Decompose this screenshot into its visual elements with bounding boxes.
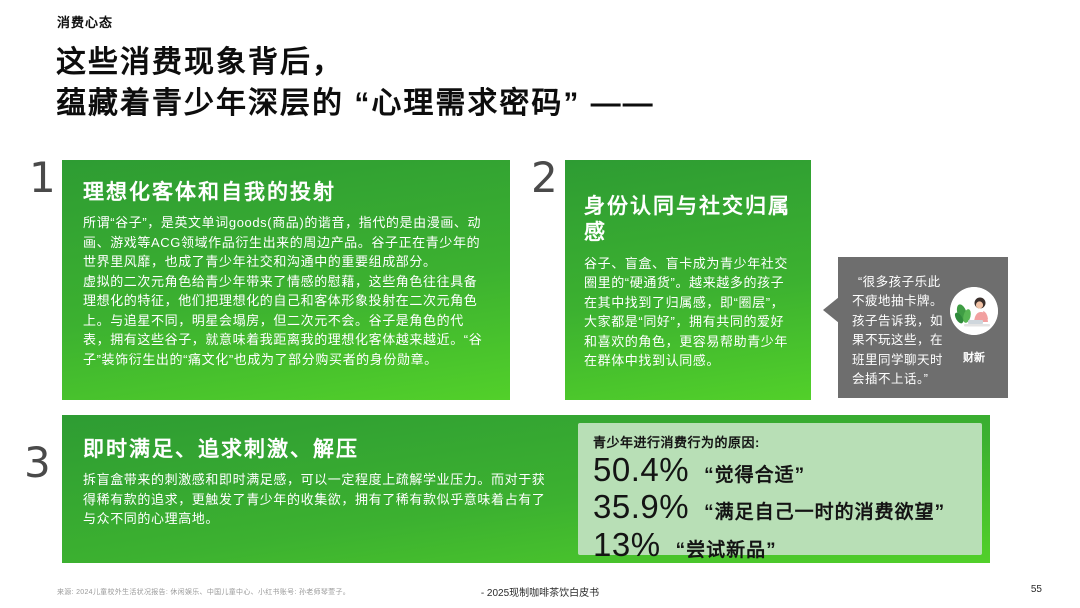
stat-value: 50.4%	[593, 451, 690, 488]
avatar	[950, 287, 998, 335]
page-title: 这些消费现象背后， 蕴藏着青少年深层的 “心理需求密码” ——	[56, 42, 655, 125]
stat-label: “满足自己一时的消费欲望”	[704, 502, 946, 524]
section-number-3: 3	[24, 438, 51, 487]
quote-callout: “很多孩子乐此不疲地抽卡牌。孩子告诉我，如果不玩这些，在班里同学聊天时会插不上话…	[823, 257, 1008, 398]
card-identity-belonging: 身份认同与社交归属感 谷子、盲盒、盲卡成为青少年社交圈里的“硬通货”。越来越多的…	[565, 160, 811, 400]
stats-panel: 青少年进行消费行为的原因: 50.4% “觉得合适” 35.9% “满足自己一时…	[578, 423, 982, 562]
stat-label: “尝试新品”	[675, 539, 777, 561]
speech-tail-icon	[823, 297, 839, 323]
footer-source-note: 来源: 2024儿童校外生活状况报告: 休闲娱乐、中国儿童中心、小红书账号: 孙…	[57, 589, 351, 596]
card-1-body: 所谓“谷子”，是英文单词goods(商品)的谐音，指代的是由漫画、动画、游戏等A…	[83, 213, 490, 369]
card-3-title: 即时满足、追求刺激、解压	[83, 438, 359, 461]
footer-document-title: - 2025现制咖啡茶饮白皮书	[480, 588, 600, 599]
page-title-line2: 蕴藏着青少年深层的 “心理需求密码” ——	[56, 87, 655, 121]
section-number-1: 1	[29, 153, 56, 202]
page-number: 55	[1030, 584, 1042, 595]
stat-value: 13%	[593, 525, 661, 563]
person-at-desk-icon	[950, 287, 998, 335]
page-title-line1: 这些消费现象背后，	[56, 46, 344, 79]
card-1-title: 理想化客体和自我的投射	[83, 181, 336, 204]
quote-text: “很多孩子乐此不疲地抽卡牌。孩子告诉我，如果不玩这些，在班里同学聊天时会插不上话…	[852, 275, 944, 386]
card-1-paragraph: 虚拟的二次元角色给青少年带来了情感的慰藉，这些角色往往具备理想化的特征，他们把理…	[83, 273, 483, 367]
stat-row: 35.9% “满足自己一时的消费欲望”	[593, 488, 966, 526]
card-instant-gratification: 即时满足、追求刺激、解压 拆盲盒带来的刺激感和即时满足感，可以一定程度上疏解学业…	[62, 415, 990, 563]
card-2-title: 身份认同与社交归属感	[584, 195, 791, 245]
card-2-body: 谷子、盲盒、盲卡成为青少年社交圈里的“硬通货”。越来越多的孩子在其中找到了归属感…	[584, 255, 789, 369]
card-3-body: 拆盲盒带来的刺激感和即时满足感，可以一定程度上疏解学业压力。而对于获得稀有款的追…	[83, 472, 546, 527]
stats-heading: 青少年进行消费行为的原因:	[593, 435, 760, 450]
quote-attribution: 财新	[948, 273, 1000, 386]
eyebrow-label: 消费心态	[57, 15, 114, 30]
quote-source-label: 财新	[963, 352, 985, 364]
stat-label: “觉得合适”	[704, 465, 806, 486]
card-1-paragraph: 所谓“谷子”，是英文单词goods(商品)的谐音，指代的是由漫画、动画、游戏等A…	[83, 215, 482, 270]
stat-row: 50.4% “觉得合适”	[593, 451, 966, 488]
card-idealized-projection: 理想化客体和自我的投射 所谓“谷子”，是英文单词goods(商品)的谐音，指代的…	[62, 160, 510, 400]
stat-value: 35.9%	[593, 488, 690, 526]
stat-row: 13% “尝试新品”	[593, 525, 966, 563]
section-number-2: 2	[531, 153, 558, 202]
